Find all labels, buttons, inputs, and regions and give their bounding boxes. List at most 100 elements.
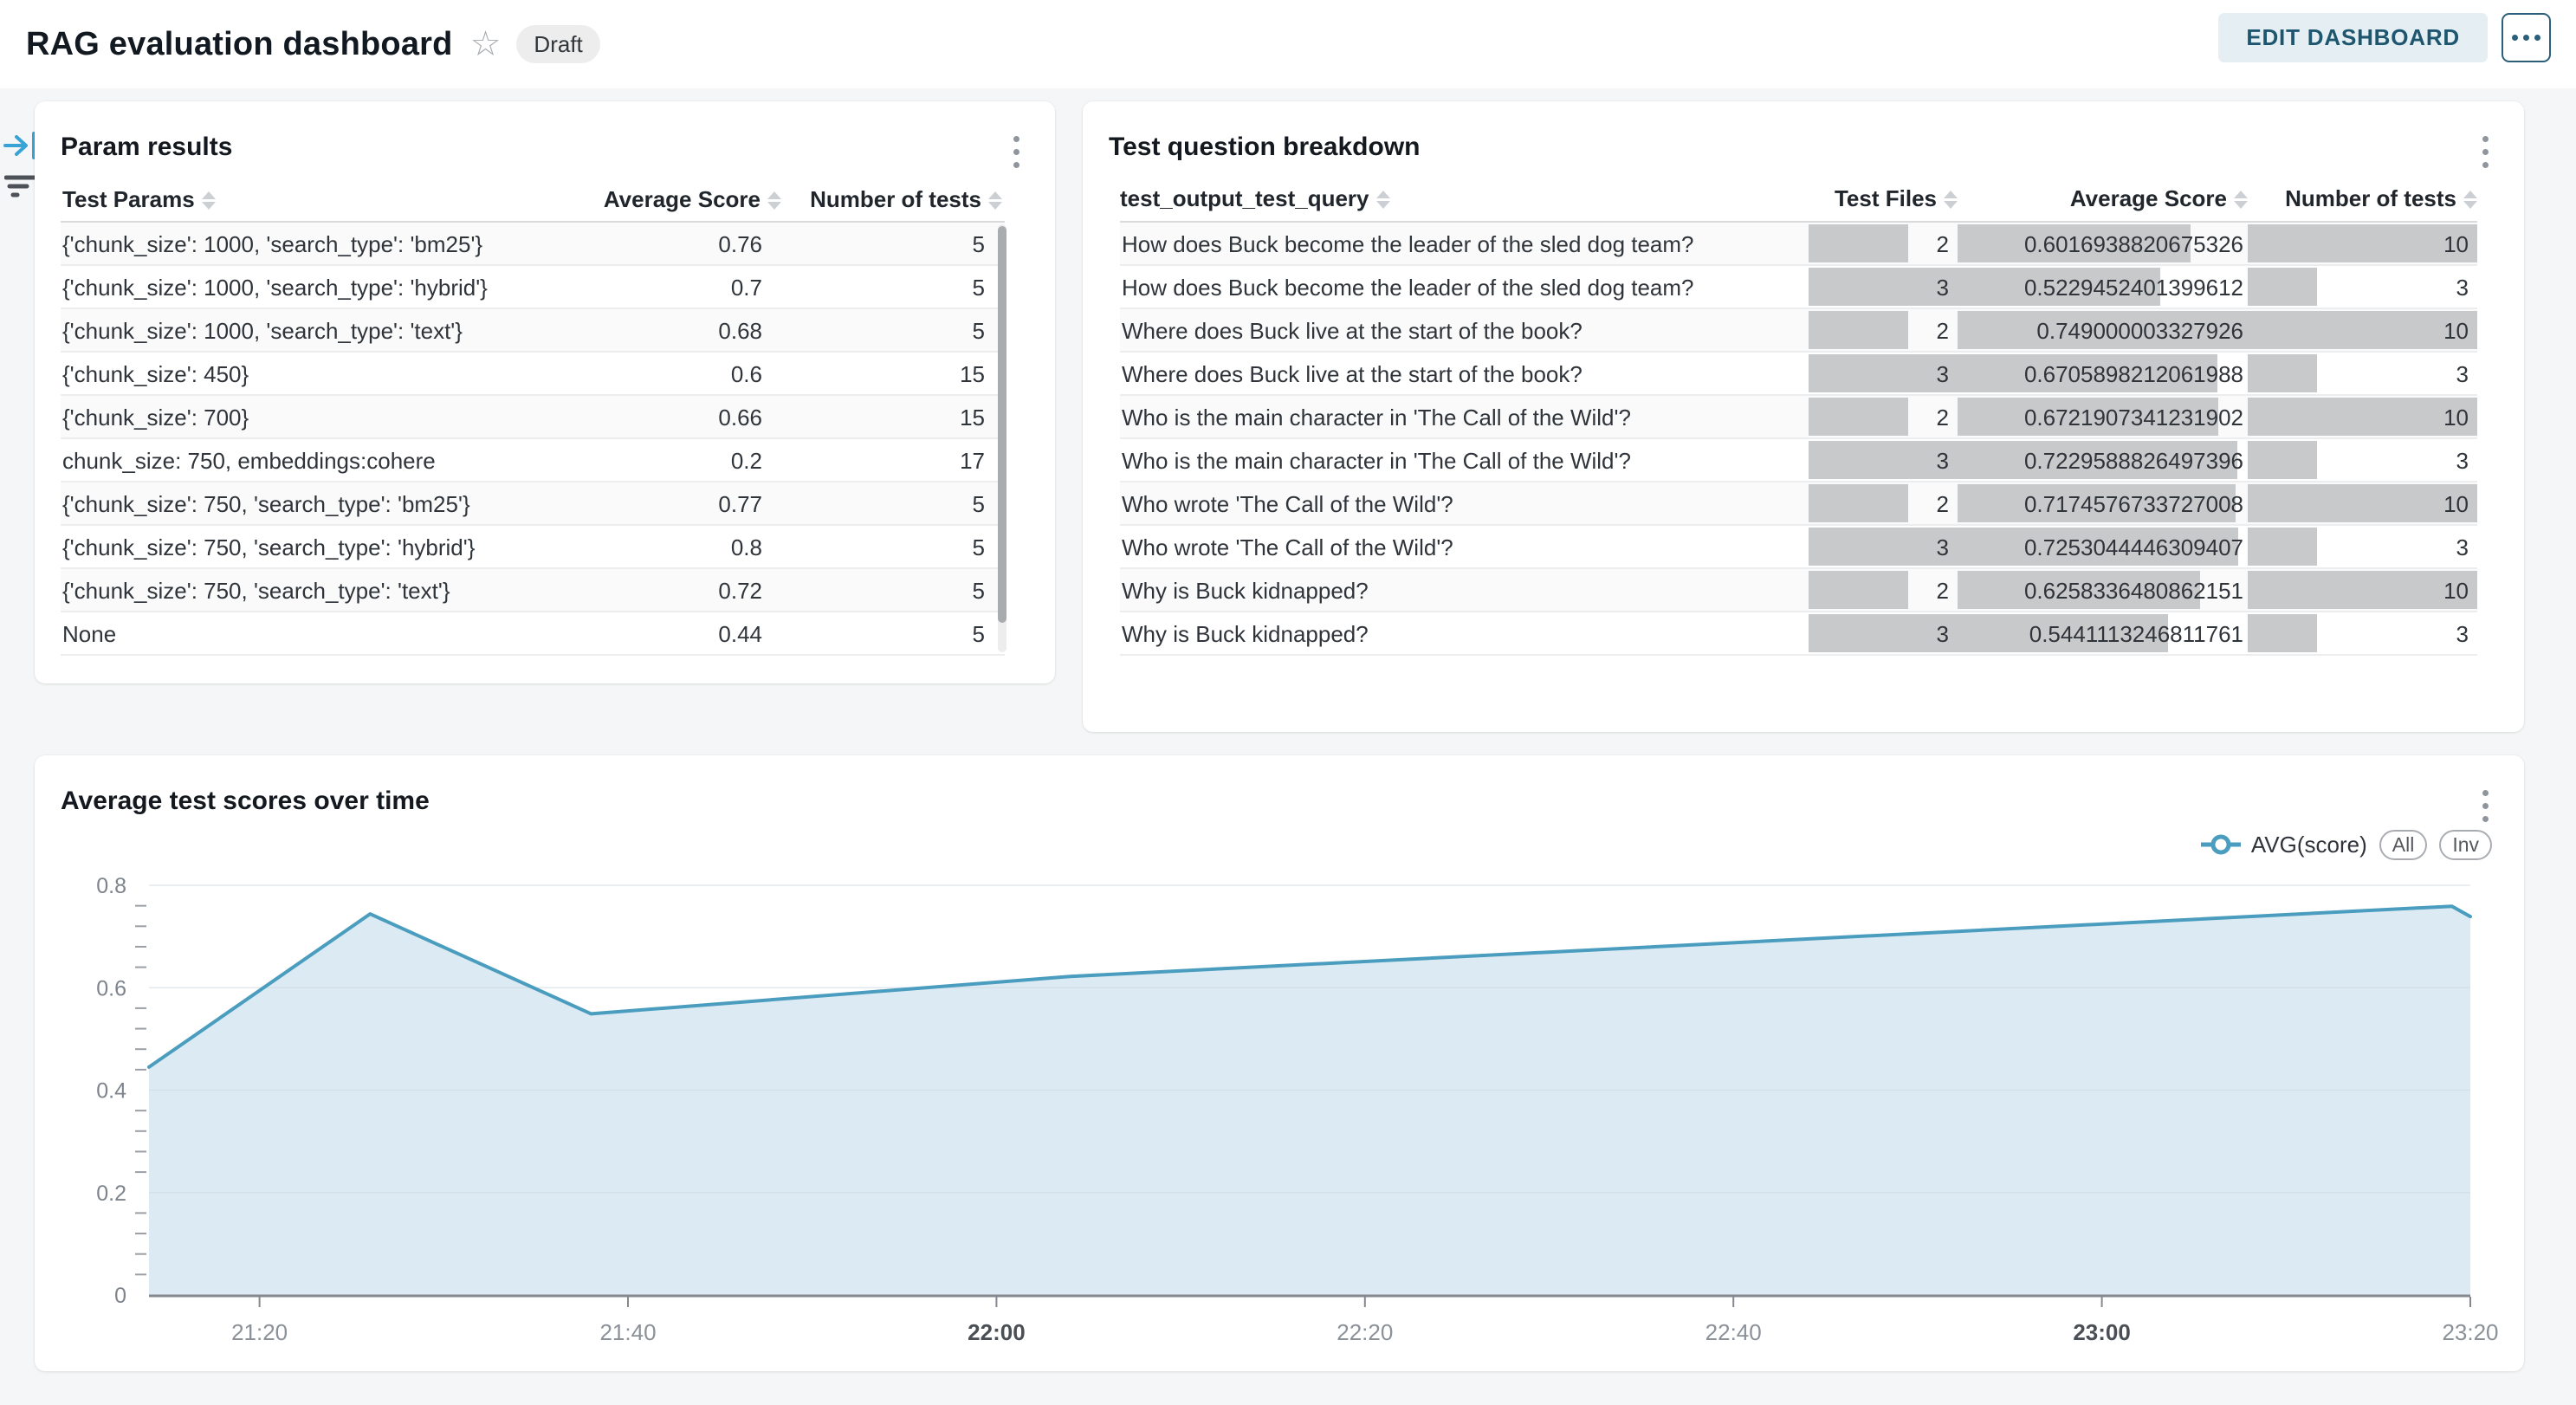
- table-row: None 0.44 5: [61, 612, 1005, 656]
- cell-number-of-tests: 15: [960, 405, 985, 431]
- cell-test-query: Where does Buck live at the start of the…: [1122, 318, 1582, 344]
- value-bar: [1958, 311, 2248, 349]
- value-bar: [2248, 354, 2317, 392]
- cell-value: 0.7253044446309407: [2023, 534, 2243, 560]
- table-row: How does Buck become the leader of the s…: [1120, 266, 2477, 309]
- cell-average-score: 0.6016938820675326: [1958, 223, 2248, 264]
- cell-value: 0.6721907341231902: [2023, 405, 2243, 431]
- cell-average-score: 0.76: [718, 231, 762, 257]
- legend-all-button[interactable]: All: [2379, 829, 2428, 860]
- column-header-test-params[interactable]: Test Params: [62, 176, 216, 223]
- scrollbar-thumb[interactable]: [998, 226, 1006, 623]
- kebab-menu-icon[interactable]: [2479, 787, 2492, 826]
- value-bar: [1809, 571, 1908, 609]
- svg-text:0.4: 0.4: [96, 1079, 126, 1104]
- cell-value: 3: [1936, 534, 1949, 560]
- cell-test-files: 2: [1809, 569, 1958, 611]
- value-bar: [1958, 571, 2200, 609]
- cell-test-files: 2: [1809, 396, 1958, 437]
- value-bar: [1809, 614, 1958, 652]
- cell-value: 0.749000003327926: [2036, 318, 2243, 344]
- cell-test-query: Who is the main character in 'The Call o…: [1122, 448, 1631, 474]
- cell-value: 3: [1936, 448, 1949, 474]
- cell-number-of-tests: 10: [2248, 396, 2477, 437]
- table-row: {'chunk_size': 1000, 'search_type': 'bm2…: [61, 223, 1005, 266]
- cell-test-query: How does Buck become the leader of the s…: [1122, 275, 1694, 301]
- table-row: Where does Buck live at the start of the…: [1120, 353, 2477, 396]
- table-scrollbar: [998, 224, 1006, 652]
- cell-test-params: {'chunk_size': 750, 'search_type': 'text…: [62, 578, 450, 604]
- cell-test-files: 3: [1809, 612, 1958, 654]
- cell-number-of-tests: 17: [960, 448, 985, 474]
- sort-icon: [988, 191, 1002, 210]
- legend-inv-button[interactable]: Inv: [2439, 829, 2492, 860]
- cell-value: 0.7229588826497396: [2023, 448, 2243, 474]
- cell-value: 2: [1936, 405, 1949, 431]
- area-chart[interactable]: 0 0.2 0.4 0.6 0.8 21:20 21:40 22:00 22:20 22:40 23…: [35, 755, 2524, 1371]
- top-header-bar: RAG evaluation dashboard ☆ Draft EDIT DA…: [0, 0, 2576, 88]
- kebab-menu-icon[interactable]: [2479, 133, 2492, 172]
- sort-icon: [767, 191, 781, 210]
- column-header-average-score[interactable]: Average Score: [1958, 176, 2248, 221]
- table-row: {'chunk_size': 1000, 'search_type': 'hyb…: [61, 266, 1005, 309]
- column-header-number-of-tests[interactable]: Number of tests: [2248, 176, 2477, 221]
- cell-average-score: 0.8: [730, 534, 762, 560]
- cell-value: 3: [1936, 275, 1949, 301]
- table-row: {'chunk_size': 750, 'search_type': 'bm25…: [61, 482, 1005, 526]
- cell-number-of-tests: 10: [2248, 569, 2477, 611]
- more-options-button[interactable]: [2502, 13, 2551, 62]
- cell-test-files: 3: [1809, 266, 1958, 308]
- value-bar: [2248, 484, 2477, 522]
- cell-test-files: 3: [1809, 526, 1958, 567]
- cell-test-params: {'chunk_size': 750, 'search_type': 'hybr…: [62, 534, 476, 560]
- table-row: Who wrote 'The Call of the Wild'? 3 0.7253…: [1120, 526, 2477, 569]
- cell-value: 3: [1936, 361, 1949, 387]
- collapse-panel-icon[interactable]: [3, 130, 40, 161]
- cell-number-of-tests: 5: [972, 491, 985, 517]
- column-header-average-score[interactable]: Average Score: [604, 176, 781, 223]
- svg-text:22:40: 22:40: [1705, 1319, 1762, 1345]
- value-bar: [1809, 528, 1958, 566]
- svg-text:21:40: 21:40: [599, 1319, 656, 1345]
- cell-average-score: 0.6705898212061988: [1958, 353, 2248, 394]
- table-row: Why is Buck kidnapped? 2 0.625833648086215…: [1120, 569, 2477, 612]
- cell-value: 0.6258336480862151: [2023, 578, 2243, 604]
- value-bar: [1958, 614, 2169, 652]
- cell-number-of-tests: 5: [972, 231, 985, 257]
- cell-test-files: 2: [1809, 482, 1958, 524]
- edit-dashboard-button[interactable]: EDIT DASHBOARD: [2218, 13, 2488, 62]
- cell-value: 10: [2443, 405, 2469, 431]
- line-series-marker-icon: [2200, 834, 2241, 855]
- table-row: {'chunk_size': 450} 0.6 15: [61, 353, 1005, 396]
- table-row: Who wrote 'The Call of the Wild'? 2 0.7174…: [1120, 482, 2477, 526]
- cell-value: 3: [2456, 534, 2469, 560]
- cell-value: 2: [1936, 578, 1949, 604]
- card-title: Test question breakdown: [1109, 133, 1421, 161]
- svg-text:22:20: 22:20: [1337, 1319, 1393, 1345]
- value-bar: [1809, 354, 1958, 392]
- filter-icon[interactable]: [4, 173, 39, 201]
- column-header-number-of-tests[interactable]: Number of tests: [810, 176, 1002, 223]
- column-header-test-files[interactable]: Test Files: [1809, 176, 1958, 221]
- cell-value: 0.6705898212061988: [2023, 361, 2243, 387]
- value-bar: [2248, 268, 2317, 306]
- card-title: Param results: [61, 133, 233, 161]
- title-row: RAG evaluation dashboard ☆ Draft: [26, 0, 600, 88]
- cell-number-of-tests: 3: [2248, 526, 2477, 567]
- star-favorite-icon[interactable]: ☆: [469, 25, 502, 63]
- sort-icon: [2234, 190, 2248, 209]
- column-header-test-output-test-query[interactable]: test_output_test_query: [1120, 176, 1809, 221]
- value-bar: [2248, 441, 2317, 479]
- kebab-menu-icon[interactable]: [1010, 133, 1023, 172]
- legend-item-avg-score[interactable]: AVG(score): [2200, 832, 2367, 858]
- cell-average-score: 0.6: [730, 361, 762, 387]
- value-bar: [1809, 484, 1908, 522]
- cell-average-score: 0.6721907341231902: [1958, 396, 2248, 437]
- cell-test-params: {'chunk_size': 1000, 'search_type': 'hyb…: [62, 275, 488, 301]
- cell-number-of-tests: 15: [960, 361, 985, 387]
- cell-test-files: 2: [1809, 309, 1958, 351]
- cell-value: 3: [1936, 621, 1949, 647]
- table-header-row: test_output_test_query Test Files Averag…: [1120, 176, 2477, 223]
- cell-test-query: Who wrote 'The Call of the Wild'?: [1122, 491, 1453, 517]
- cell-test-params: chunk_size: 750, embeddings:cohere: [62, 448, 436, 474]
